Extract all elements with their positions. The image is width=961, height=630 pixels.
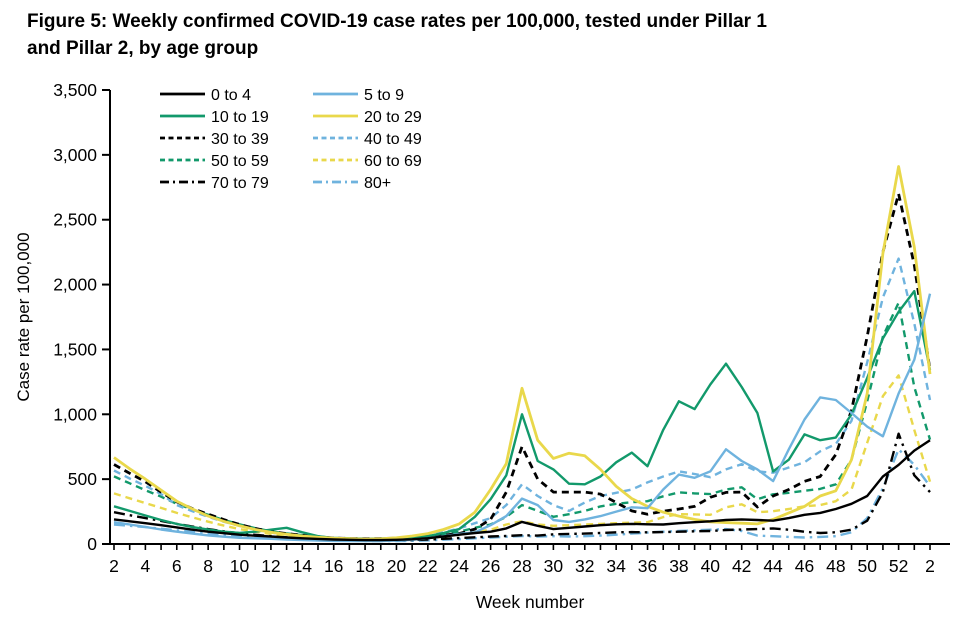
legend-label: 20 to 29 <box>364 109 422 126</box>
y-tick-label: 2,500 <box>53 210 97 230</box>
x-tick-label: 16 <box>324 556 343 576</box>
x-tick-label: 52 <box>889 556 908 576</box>
x-tick-label: 34 <box>606 556 626 576</box>
series-line-30-to-39 <box>113 192 932 541</box>
x-tick-label: 10 <box>230 556 250 576</box>
series-line-40-to-49 <box>113 257 932 540</box>
series-line-0-to-4 <box>113 439 931 542</box>
x-tick-label: 18 <box>355 556 374 576</box>
x-axis-title: Week number <box>475 592 585 612</box>
x-tick-label: 50 <box>857 556 877 576</box>
series-line-80+ <box>113 448 931 543</box>
series-line-10-to-19 <box>113 289 932 541</box>
x-tick-label: 32 <box>575 556 594 576</box>
y-tick-label: 3,000 <box>53 145 97 165</box>
legend-label: 50 to 59 <box>211 153 269 170</box>
x-tick-label: 22 <box>418 556 437 576</box>
y-tick-label: 500 <box>68 469 97 489</box>
y-tick-label: 3,500 <box>53 80 97 100</box>
legend-label: 70 to 79 <box>211 175 269 192</box>
series-line-5-to-9 <box>113 293 932 543</box>
series-line-70-to-79 <box>113 432 931 542</box>
x-tick-label: 26 <box>481 556 500 576</box>
legend-label: 80+ <box>364 175 391 192</box>
x-tick-label: 46 <box>795 556 814 576</box>
x-tick-label: 20 <box>387 556 407 576</box>
x-tick-label: 12 <box>261 556 280 576</box>
y-tick-label: 1,000 <box>53 404 97 424</box>
legend-label: 40 to 49 <box>364 131 422 148</box>
x-tick-label: 6 <box>172 556 182 576</box>
x-tick-label: 4 <box>141 556 151 576</box>
y-tick-label: 1,500 <box>53 339 97 359</box>
x-tick-label: 2 <box>109 556 119 576</box>
series-line-20-to-29 <box>113 165 932 541</box>
x-tick-label: 36 <box>638 556 657 576</box>
legend-label: 60 to 69 <box>364 153 422 170</box>
x-tick-label: 2 <box>925 556 935 576</box>
x-tick-label: 24 <box>449 556 469 576</box>
x-tick-label: 44 <box>763 556 783 576</box>
x-tick-label: 38 <box>669 556 688 576</box>
y-tick-label: 0 <box>87 534 97 554</box>
x-tick-label: 8 <box>203 556 213 576</box>
legend-label: 10 to 19 <box>211 109 269 126</box>
x-tick-label: 42 <box>732 556 751 576</box>
legend-label: 30 to 39 <box>211 131 269 148</box>
x-tick-label: 28 <box>512 556 531 576</box>
y-tick-label: 2,000 <box>53 275 97 295</box>
x-tick-label: 40 <box>701 556 721 576</box>
legend-label: 0 to 4 <box>211 87 251 104</box>
x-tick-label: 14 <box>293 556 313 576</box>
chart-title: Figure 5: Weekly confirmed COVID-19 case… <box>27 11 767 59</box>
x-tick-label: 48 <box>826 556 845 576</box>
legend-label: 5 to 9 <box>364 87 404 104</box>
x-tick-label: 30 <box>544 556 564 576</box>
